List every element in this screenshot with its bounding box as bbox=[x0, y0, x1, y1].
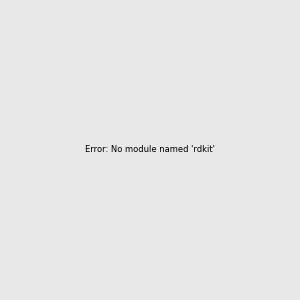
Text: Error: No module named 'rdkit': Error: No module named 'rdkit' bbox=[85, 146, 215, 154]
